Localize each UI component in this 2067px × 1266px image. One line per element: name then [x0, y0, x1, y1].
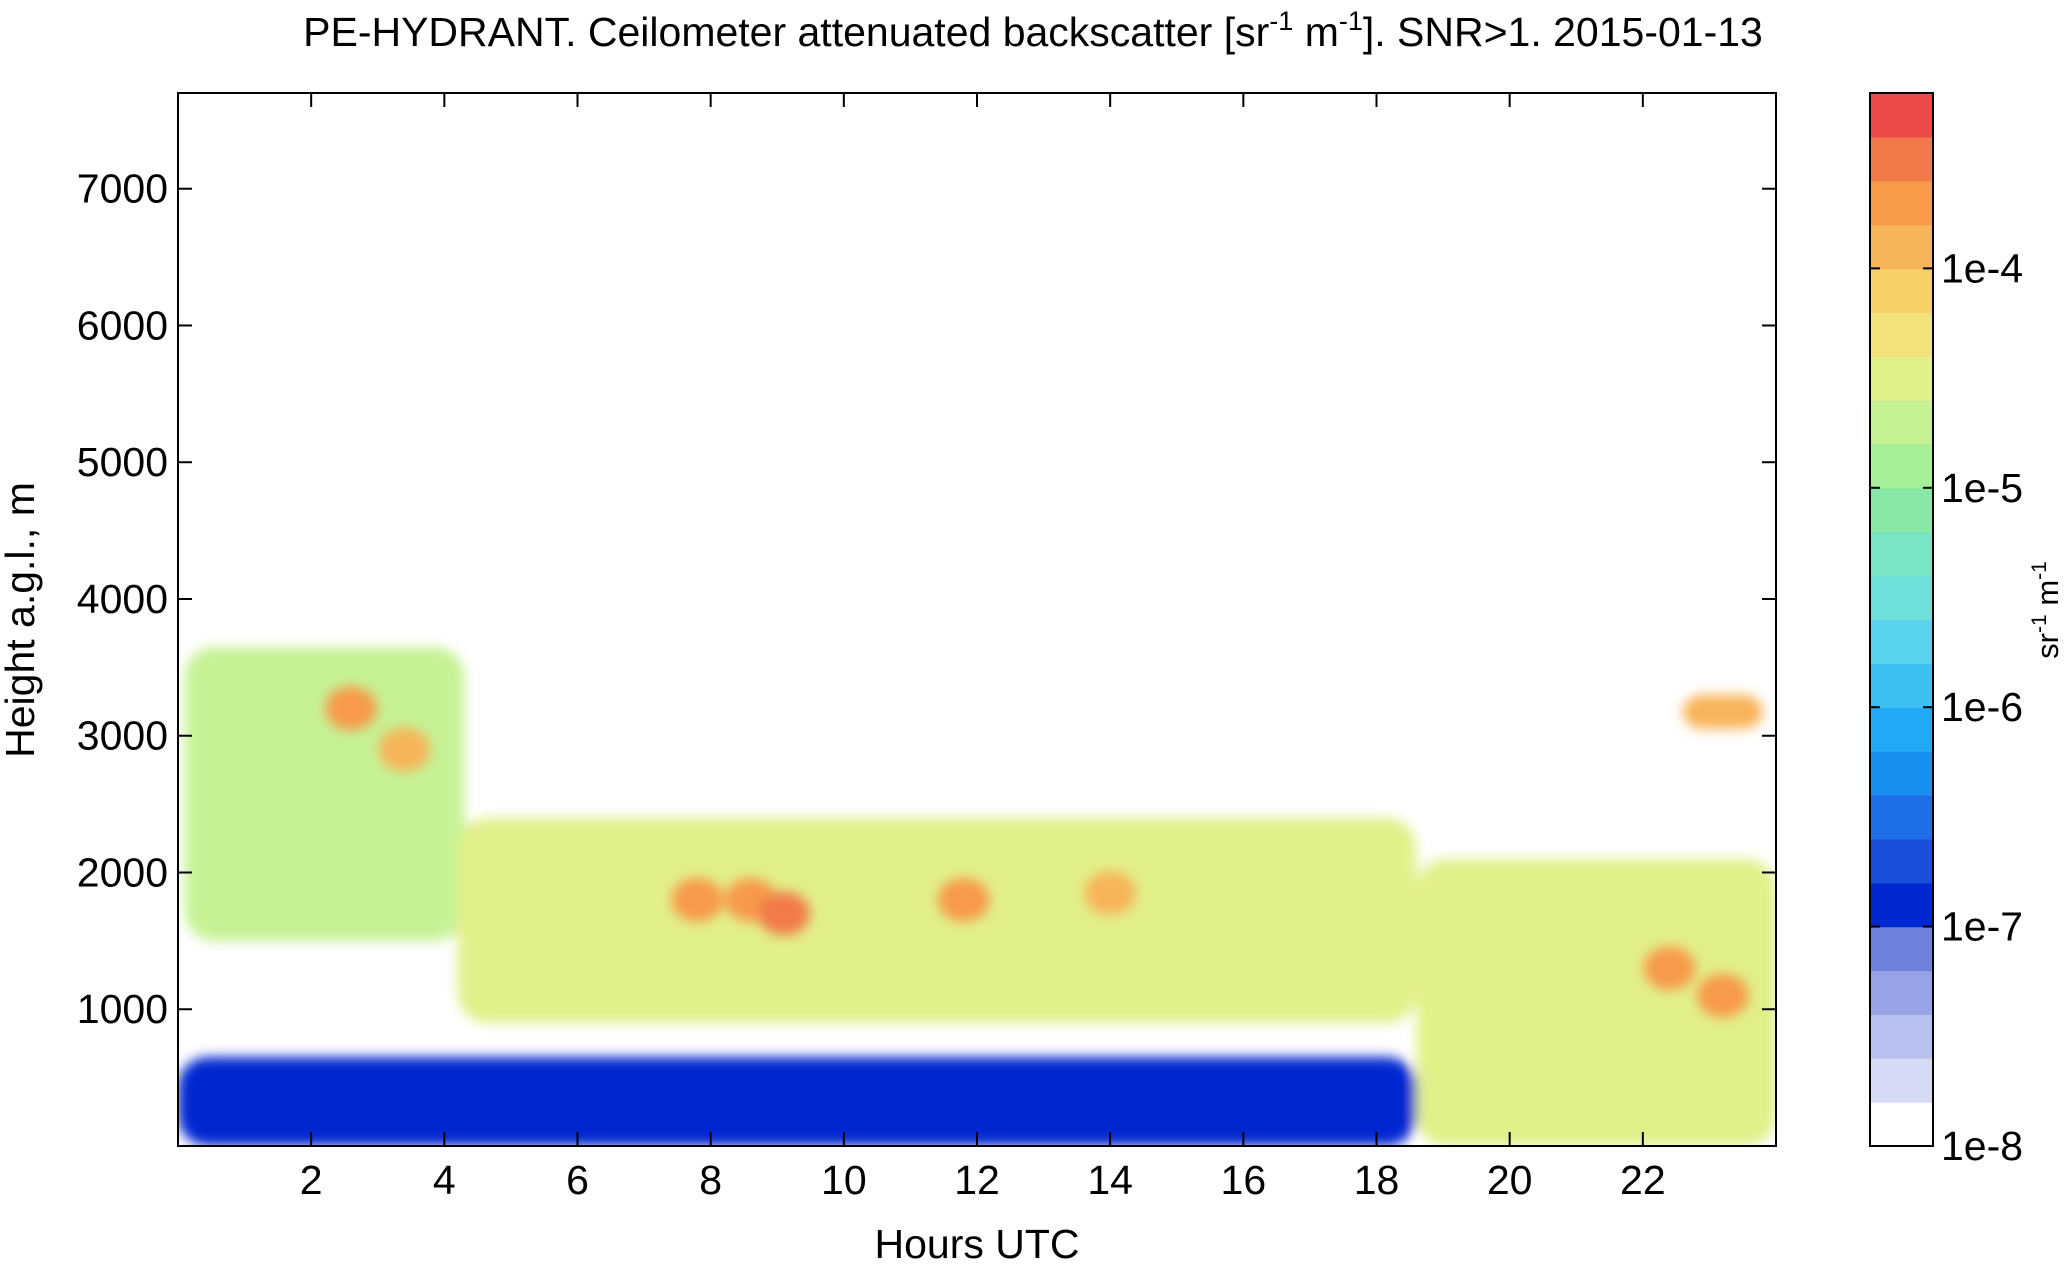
backscatter-peak-1 [378, 727, 431, 772]
colorbar-tick-label: 1e-7 [1941, 904, 2023, 950]
colorbar-ticks: 1e-8 1e-7 1e-6 1e-5 1e-4 [1870, 245, 2023, 1169]
y-tick-label: 1000 [77, 986, 168, 1032]
backscatter-peak-7 [1643, 946, 1696, 991]
colorbar-band [1870, 312, 1933, 357]
x-tick-label: 22 [1620, 1157, 1666, 1203]
colorbar-label-sup1: -1 [2028, 614, 2051, 633]
colorbar-band [1870, 268, 1933, 313]
y-tick-label: 7000 [77, 166, 168, 212]
colorbar-band [1870, 356, 1933, 401]
y-axis-label: Height a.g.l., m [0, 482, 43, 758]
backscatter-peak-8 [1696, 973, 1749, 1018]
colorbar-label-sup2: -1 [2028, 561, 2051, 580]
y-tick-label: 5000 [77, 439, 168, 485]
colorbar-label-main: sr [2030, 633, 2065, 659]
backscatter-peak-6 [1084, 871, 1137, 916]
colorbar-band [1870, 224, 1933, 270]
backscatter-layer-4 [1682, 694, 1763, 729]
backscatter-peak-0 [325, 686, 378, 731]
colorbar-band [1870, 487, 1933, 533]
x-tick-label: 16 [1221, 1157, 1267, 1203]
colorbar-band [1870, 136, 1933, 182]
x-tick-label: 2 [300, 1157, 323, 1203]
x-axis-label: Hours UTC [874, 1221, 1079, 1266]
chart-title-mid: m [1293, 9, 1339, 55]
colorbar-frame [1869, 92, 1934, 1147]
colorbar-band [1870, 1102, 1933, 1147]
backscatter-peak-2 [671, 877, 724, 922]
x-tick-label: 10 [821, 1157, 867, 1203]
colorbar-band [1870, 970, 1933, 1015]
colorbar-band [1870, 1058, 1933, 1103]
backscatter-layer-0 [178, 1057, 1417, 1146]
colorbar-band [1870, 882, 1933, 928]
x-tick-label: 4 [433, 1157, 456, 1203]
colorbar-bands [1870, 93, 1933, 1147]
colorbar-tick-label: 1e-5 [1941, 465, 2023, 511]
x-tick-label: 14 [1087, 1157, 1133, 1203]
colorbar-band [1870, 707, 1933, 752]
chart-title: PE-HYDRANT. Ceilometer attenuated backsc… [303, 6, 1763, 55]
colorbar-band [1870, 751, 1933, 796]
y-tick-label: 2000 [77, 849, 168, 895]
chart-title-sup2: -1 [1339, 6, 1363, 36]
x-tick-label: 8 [699, 1157, 722, 1203]
colorbar-band [1870, 180, 1933, 226]
colorbar-tick-label: 1e-4 [1941, 245, 2023, 291]
x-tick-label: 12 [954, 1157, 1000, 1203]
backscatter-layer-1 [1416, 858, 1776, 1146]
colorbar-band [1870, 795, 1933, 840]
x-axis-ticks: 2 4 6 8 10 12 14 16 18 20 22 [300, 93, 1666, 1203]
backscatter-layers [178, 646, 1776, 1146]
backscatter-layer-2 [184, 646, 465, 941]
colorbar-band [1870, 926, 1933, 972]
x-tick-label: 20 [1487, 1157, 1533, 1203]
colorbar-band [1870, 663, 1933, 708]
backscatter-peaks [325, 686, 1749, 1018]
colorbar: 1e-81e-71e-61e-51e-4 sr-1 m-1 [1869, 92, 2065, 1169]
colorbar-band [1870, 1014, 1933, 1059]
y-tick-label: 6000 [77, 302, 168, 348]
y-tick-label: 4000 [77, 576, 168, 622]
colorbar-band [1870, 575, 1933, 621]
backscatter-layer-3 [457, 817, 1417, 1023]
colorbar-label-mid: m [2030, 580, 2065, 614]
x-tick-label: 6 [566, 1157, 589, 1203]
plot-area [178, 646, 1776, 1146]
y-axis-ticks: 1000 2000 3000 4000 5000 6000 7000 [77, 166, 1776, 1032]
chart-title-end: ]. SNR>1. 2015-01-13 [1363, 9, 1763, 55]
chart-title-sup1: -1 [1269, 6, 1293, 36]
backscatter-peak-4 [757, 891, 810, 936]
colorbar-label: sr-1 m-1 [2028, 561, 2065, 659]
colorbar-band [1870, 619, 1933, 664]
backscatter-peak-5 [937, 877, 990, 922]
colorbar-tick-label: 1e-8 [1941, 1123, 2023, 1169]
x-tick-label: 18 [1354, 1157, 1400, 1203]
colorbar-band [1870, 400, 1933, 445]
colorbar-band [1870, 93, 1933, 138]
colorbar-band [1870, 531, 1933, 577]
colorbar-band [1870, 838, 1933, 884]
chart-title-main: PE-HYDRANT. Ceilometer attenuated backsc… [303, 9, 1269, 55]
colorbar-band [1870, 444, 1933, 489]
y-tick-label: 3000 [77, 713, 168, 759]
colorbar-tick-label: 1e-6 [1941, 684, 2023, 730]
